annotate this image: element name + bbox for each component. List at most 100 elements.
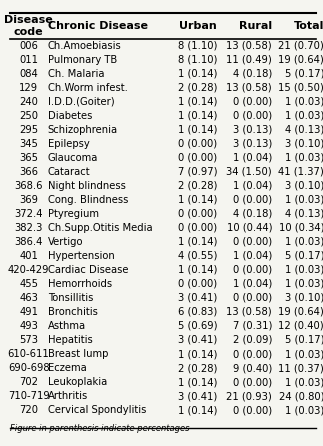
Text: 13 (0.58): 13 (0.58) xyxy=(226,307,272,317)
Text: 372.4: 372.4 xyxy=(14,209,43,219)
Text: 4 (0.18): 4 (0.18) xyxy=(233,69,272,79)
Text: 0 (0.00): 0 (0.00) xyxy=(233,265,272,275)
Text: 1 (0.14): 1 (0.14) xyxy=(178,349,217,359)
Text: 24 (0.80): 24 (0.80) xyxy=(278,391,323,401)
Text: 1 (0.14): 1 (0.14) xyxy=(178,237,217,247)
Text: 1 (0.03): 1 (0.03) xyxy=(285,111,323,121)
Text: Vertigo: Vertigo xyxy=(48,237,83,247)
Text: Ch. Malaria: Ch. Malaria xyxy=(48,69,104,79)
Text: 369: 369 xyxy=(19,195,38,205)
Text: Glaucoma: Glaucoma xyxy=(48,153,98,163)
Text: 420-429: 420-429 xyxy=(8,265,49,275)
Text: 21 (0.93): 21 (0.93) xyxy=(226,391,272,401)
Text: 2 (0.28): 2 (0.28) xyxy=(178,181,217,191)
Text: 8 (1.10): 8 (1.10) xyxy=(178,55,217,65)
Text: 3 (0.10): 3 (0.10) xyxy=(285,139,323,149)
Text: 084: 084 xyxy=(19,69,38,79)
Text: 7 (0.97): 7 (0.97) xyxy=(178,167,217,177)
Text: 0 (0.00): 0 (0.00) xyxy=(233,237,272,247)
Text: 1 (0.04): 1 (0.04) xyxy=(233,181,272,191)
Text: 011: 011 xyxy=(19,55,38,65)
Text: 0 (0.00): 0 (0.00) xyxy=(178,153,217,163)
Text: Asthma: Asthma xyxy=(48,321,86,331)
Text: 366: 366 xyxy=(19,167,38,177)
Text: Cong. Blindness: Cong. Blindness xyxy=(48,195,128,205)
Text: 41 (1.37): 41 (1.37) xyxy=(278,167,323,177)
Text: 1 (0.03): 1 (0.03) xyxy=(285,195,323,205)
Text: 129: 129 xyxy=(19,83,38,93)
Text: 8 (1.10): 8 (1.10) xyxy=(178,41,217,51)
Text: Arthritis: Arthritis xyxy=(48,391,88,401)
Text: 1 (0.03): 1 (0.03) xyxy=(285,237,323,247)
Text: 3 (0.41): 3 (0.41) xyxy=(178,293,217,303)
Text: Hemorrhoids: Hemorrhoids xyxy=(48,279,112,289)
Text: 10 (0.34): 10 (0.34) xyxy=(278,223,323,233)
Text: 0 (0.00): 0 (0.00) xyxy=(178,223,217,233)
Text: 2 (0.09): 2 (0.09) xyxy=(233,335,272,345)
Text: 0 (0.00): 0 (0.00) xyxy=(178,139,217,149)
Text: 0 (0.00): 0 (0.00) xyxy=(233,195,272,205)
Text: 11 (0.49): 11 (0.49) xyxy=(226,55,272,65)
Text: Leukoplakia: Leukoplakia xyxy=(48,377,107,387)
Text: 21 (0.70): 21 (0.70) xyxy=(278,41,323,51)
Text: 1 (0.14): 1 (0.14) xyxy=(178,405,217,415)
Text: 3 (0.10): 3 (0.10) xyxy=(285,293,323,303)
Text: Pulmonary TB: Pulmonary TB xyxy=(48,55,117,65)
Text: Tonsillitis: Tonsillitis xyxy=(48,293,93,303)
Text: Ptyregium: Ptyregium xyxy=(48,209,99,219)
Text: 2 (0.28): 2 (0.28) xyxy=(178,363,217,373)
Text: 6 (0.83): 6 (0.83) xyxy=(178,307,217,317)
Text: Total: Total xyxy=(294,21,323,31)
Text: 1 (0.04): 1 (0.04) xyxy=(233,251,272,261)
Text: 1 (0.14): 1 (0.14) xyxy=(178,195,217,205)
Text: Hepatitis: Hepatitis xyxy=(48,335,93,345)
Text: Cardiac Disease: Cardiac Disease xyxy=(48,265,128,275)
Text: Ch.Amoebiasis: Ch.Amoebiasis xyxy=(48,41,122,51)
Text: 5 (0.17): 5 (0.17) xyxy=(285,69,323,79)
Text: 3 (0.13): 3 (0.13) xyxy=(233,139,272,149)
Text: 382.3: 382.3 xyxy=(15,223,43,233)
Text: 006: 006 xyxy=(19,41,38,51)
Text: Breast lump: Breast lump xyxy=(48,349,108,359)
Text: 1 (0.03): 1 (0.03) xyxy=(285,405,323,415)
Text: 0 (0.00): 0 (0.00) xyxy=(233,111,272,121)
Text: 1 (0.03): 1 (0.03) xyxy=(285,279,323,289)
Text: 240: 240 xyxy=(19,97,38,107)
Text: Chronic Disease: Chronic Disease xyxy=(48,21,148,31)
Text: 702: 702 xyxy=(19,377,38,387)
Text: 573: 573 xyxy=(19,335,38,345)
Text: 1 (0.14): 1 (0.14) xyxy=(178,125,217,135)
Text: 455: 455 xyxy=(19,279,38,289)
Text: 3 (0.41): 3 (0.41) xyxy=(178,391,217,401)
Text: 0 (0.00): 0 (0.00) xyxy=(233,405,272,415)
Text: 15 (0.50): 15 (0.50) xyxy=(278,83,323,93)
Text: Ch.Supp.Otitis Media: Ch.Supp.Otitis Media xyxy=(48,223,152,233)
Text: 1 (0.14): 1 (0.14) xyxy=(178,377,217,387)
Text: 2 (0.28): 2 (0.28) xyxy=(178,83,217,93)
Text: 491: 491 xyxy=(19,307,38,317)
Text: Figure in parenthesis indicate percentages: Figure in parenthesis indicate percentag… xyxy=(10,424,190,433)
Text: Rural: Rural xyxy=(239,21,272,31)
Text: 0 (0.00): 0 (0.00) xyxy=(233,377,272,387)
Text: 3 (0.13): 3 (0.13) xyxy=(233,125,272,135)
Text: 1 (0.04): 1 (0.04) xyxy=(233,153,272,163)
Text: 19 (0.64): 19 (0.64) xyxy=(278,307,323,317)
Text: 11 (0.37): 11 (0.37) xyxy=(278,363,323,373)
Text: 295: 295 xyxy=(19,125,38,135)
Text: 710-719: 710-719 xyxy=(8,391,49,401)
Text: 12 (0.40): 12 (0.40) xyxy=(278,321,323,331)
Text: Bronchitis: Bronchitis xyxy=(48,307,98,317)
Text: 3 (0.10): 3 (0.10) xyxy=(285,181,323,191)
Text: 5 (0.69): 5 (0.69) xyxy=(178,321,217,331)
Text: 4 (0.55): 4 (0.55) xyxy=(178,251,217,261)
Text: 720: 720 xyxy=(19,405,38,415)
Text: 1 (0.03): 1 (0.03) xyxy=(285,349,323,359)
Text: Cataract: Cataract xyxy=(48,167,90,177)
Text: 365: 365 xyxy=(19,153,38,163)
Text: 13 (0.58): 13 (0.58) xyxy=(226,83,272,93)
Text: 1 (0.14): 1 (0.14) xyxy=(178,265,217,275)
Text: 4 (0.13): 4 (0.13) xyxy=(285,209,323,219)
Text: Diabetes: Diabetes xyxy=(48,111,92,121)
Text: 1 (0.03): 1 (0.03) xyxy=(285,153,323,163)
Text: Eczema: Eczema xyxy=(48,363,87,373)
